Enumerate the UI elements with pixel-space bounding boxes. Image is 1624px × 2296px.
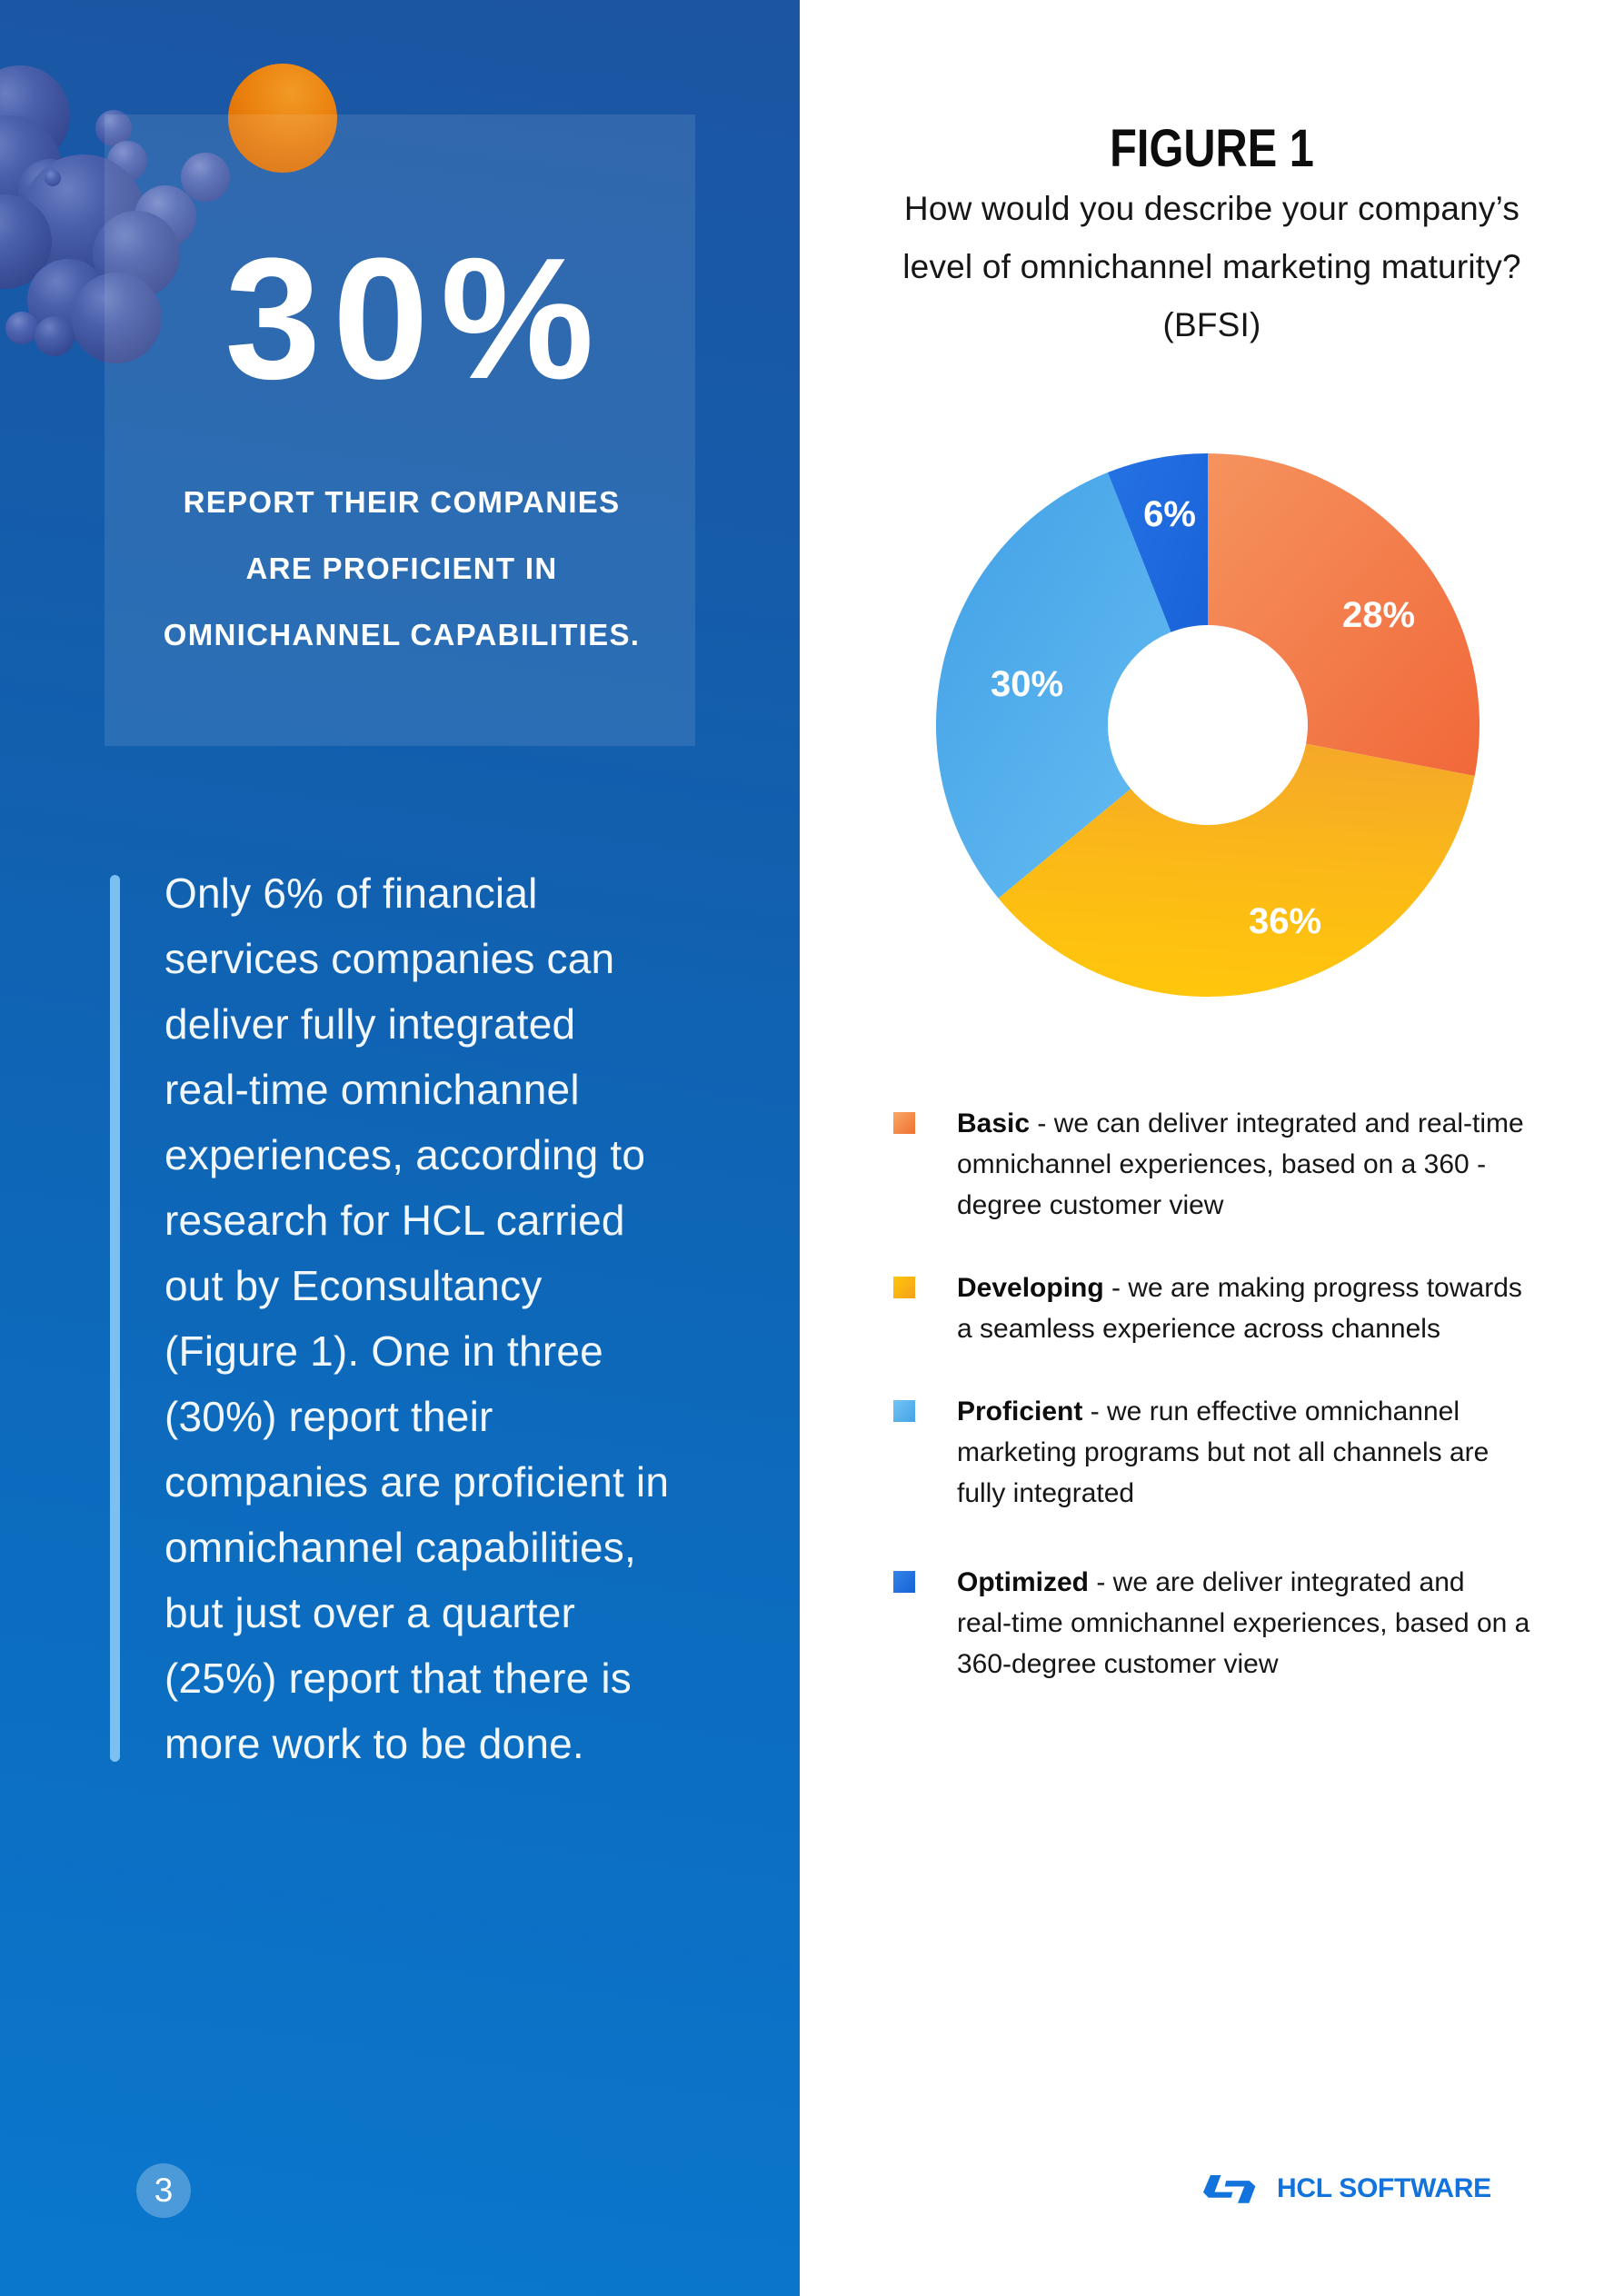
svg-text:36%: 36% <box>1249 901 1321 941</box>
svg-text:6%: 6% <box>1143 494 1196 534</box>
svg-text:30%: 30% <box>991 664 1063 704</box>
svg-text:28%: 28% <box>1342 595 1415 635</box>
